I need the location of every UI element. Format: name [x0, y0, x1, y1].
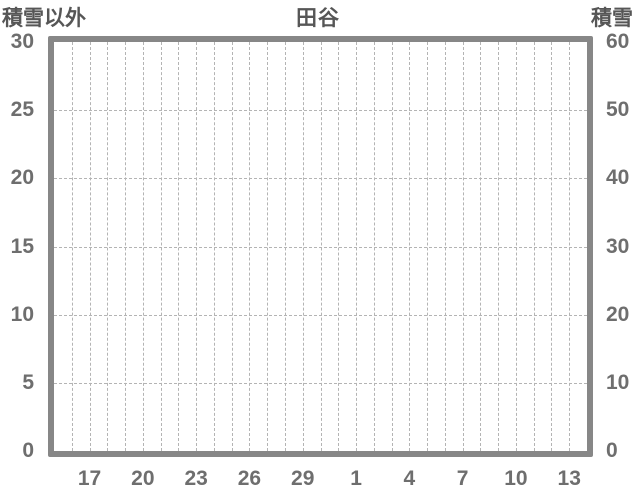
y-left-tick-label: 0 [22, 439, 34, 462]
x-tick-label: 10 [504, 467, 528, 490]
x-tick-label: 1 [350, 467, 362, 490]
y-right-tick-label: 20 [606, 302, 630, 326]
plot-area [48, 36, 593, 457]
h-gridline [54, 314, 587, 316]
y-right-tick-label: 50 [606, 98, 630, 122]
x-tick-label: 26 [237, 467, 262, 490]
y-right-tick-label: 10 [606, 370, 630, 394]
left-axis-title: 積雪以外 [2, 7, 86, 30]
y-left-tick-label: 20 [10, 166, 34, 190]
h-gridline [54, 110, 587, 112]
y-left-tick-label: 15 [10, 234, 34, 258]
x-tick-label: 20 [131, 467, 155, 490]
x-tick-label: 29 [291, 467, 315, 490]
y-left-tick-label: 25 [10, 98, 34, 122]
x-tick-label: 4 [403, 467, 416, 490]
y-right-tick-label: 0 [606, 439, 618, 462]
y-right-tick-label: 40 [606, 166, 630, 190]
h-gridline [54, 178, 587, 180]
y-right-tick-label: 60 [606, 30, 630, 53]
y-left-tick-label: 30 [10, 30, 34, 53]
chart-title: 田谷 [296, 7, 340, 30]
y-left-tick-label: 5 [22, 370, 34, 394]
x-tick-label: 17 [77, 467, 102, 490]
y-right-tick-label: 30 [606, 234, 630, 258]
y-left-tick-label: 10 [10, 302, 34, 326]
h-gridline [54, 382, 587, 384]
x-tick-label: 23 [184, 467, 208, 490]
x-tick-label: 13 [557, 467, 581, 490]
x-tick-label: 7 [456, 467, 469, 490]
right-axis-title: 積雪 [591, 7, 633, 30]
h-gridline [54, 246, 587, 248]
